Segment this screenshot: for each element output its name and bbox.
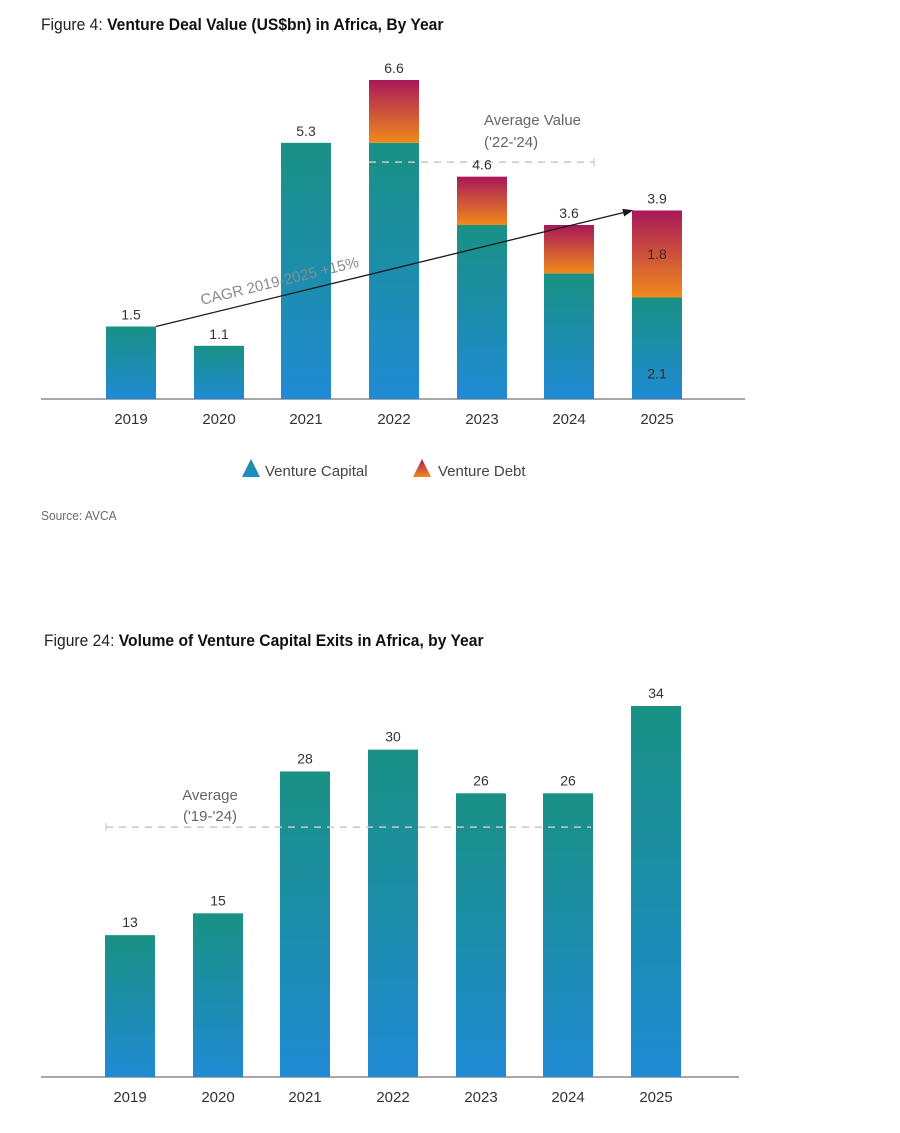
- legend-item-venture-debt: Venture Debt: [413, 459, 526, 480]
- bar-venture-capital-2021: [281, 142, 331, 400]
- labels-group: 1.5 2019 1.1 2020 5.3 2021 6.6 2022 4.6 2023 3.6 20…: [114, 60, 673, 428]
- figure-24-label: Figure 24:: [44, 631, 115, 650]
- value-label-2025: 34: [648, 685, 664, 701]
- bar-exits-2024: [543, 793, 593, 1077]
- bar-exits-2022: [368, 749, 418, 1077]
- figure-4-label: Figure 4:: [41, 15, 103, 34]
- source-note: Source: AVCA: [41, 508, 117, 523]
- x-tick-label-2022: 2022: [377, 411, 410, 428]
- bar-exits-2020: [193, 913, 243, 1077]
- average-label-line1: Average Value: [484, 112, 581, 129]
- average-label-line1: Average: [182, 787, 238, 804]
- bar-venture-capital-2023: [457, 225, 507, 399]
- inner-label-venture-debt-2025: 1.8: [647, 246, 667, 262]
- bar-venture-capital-2019: [106, 326, 156, 399]
- figure-4-title-text: Venture Deal Value (US$bn) in Africa, By…: [107, 15, 444, 34]
- bar-exits-2019: [105, 935, 155, 1077]
- x-tick-label-2019: 2019: [113, 1089, 146, 1106]
- bar-exits-2025: [631, 706, 681, 1077]
- bar-venture-debt-2024: [544, 225, 594, 274]
- figure-24-title-text: Volume of Venture Capital Exits in Afric…: [118, 631, 484, 650]
- value-label-total-2025: 3.9: [647, 191, 667, 207]
- bar-exits-2023: [456, 793, 506, 1077]
- x-tick-label-2024: 2024: [551, 1089, 584, 1106]
- value-label-2024: 26: [560, 772, 576, 788]
- x-tick-label-2024: 2024: [552, 411, 585, 428]
- value-label-total-2020: 1.1: [209, 326, 229, 342]
- x-tick-label-2025: 2025: [639, 1089, 672, 1106]
- cagr-arrow: [155, 208, 634, 328]
- value-label-total-2021: 5.3: [296, 123, 316, 139]
- x-tick-label-2019: 2019: [114, 411, 147, 428]
- legend: Venture Capital Venture Debt: [242, 459, 526, 480]
- bar-venture-capital-2025: [632, 297, 682, 399]
- chart-venture-deal-value: Average Value('22-'24)CAGR 2019-2025 +15…: [41, 60, 745, 428]
- x-tick-label-2020: 2020: [201, 1089, 234, 1106]
- x-tick-label-2025: 2025: [640, 411, 673, 428]
- venture-capital-swatch-icon: [242, 459, 260, 477]
- bar-venture-capital-2022: [369, 142, 419, 400]
- bars-group: [41, 706, 739, 1078]
- labels-group: 13 2019 15 2020 28 2021 30 2022 26 2023 26 2024 34 20…: [113, 685, 672, 1106]
- bar-exits-2021: [280, 771, 330, 1077]
- value-label-total-2023: 4.6: [472, 157, 492, 173]
- bar-venture-debt-2023: [457, 176, 507, 225]
- bars-group: [41, 80, 745, 400]
- bar-venture-debt-2025: [632, 210, 682, 298]
- figure-4-title: Figure 4: Venture Deal Value (US$bn) in …: [41, 15, 443, 35]
- value-label-total-2024: 3.6: [559, 205, 579, 221]
- value-label-total-2019: 1.5: [121, 307, 141, 323]
- x-tick-label-2021: 2021: [288, 1089, 321, 1106]
- x-tick-label-2023: 2023: [464, 1089, 497, 1106]
- average-label-line2: ('19-'24): [183, 808, 237, 825]
- x-tick-label-2021: 2021: [289, 411, 322, 428]
- inner-label-venture-capital-2025: 2.1: [647, 366, 667, 382]
- x-tick-label-2023: 2023: [465, 411, 498, 428]
- legend-label-venture-capital: Venture Capital: [265, 463, 368, 480]
- bar-venture-capital-2024: [544, 273, 594, 399]
- value-label-2021: 28: [297, 750, 313, 766]
- value-label-total-2022: 6.6: [384, 60, 404, 76]
- average-label-line2: ('22-'24): [484, 134, 538, 151]
- bar-venture-capital-2020: [194, 345, 244, 399]
- value-label-2020: 15: [210, 892, 226, 908]
- figure-24-title: Figure 24: Volume of Venture Capital Exi…: [44, 631, 484, 651]
- bar-venture-debt-2022: [369, 80, 419, 143]
- legend-item-venture-capital: Venture Capital: [242, 459, 368, 480]
- annotations-group: Average ('19-'24): [105, 787, 591, 832]
- x-tick-label-2022: 2022: [376, 1089, 409, 1106]
- value-label-2019: 13: [122, 914, 138, 930]
- legend-label-venture-debt: Venture Debt: [438, 463, 526, 480]
- value-label-2023: 26: [473, 772, 489, 788]
- value-label-2022: 30: [385, 729, 401, 745]
- x-tick-label-2020: 2020: [202, 411, 235, 428]
- venture-debt-swatch-icon: [413, 459, 431, 477]
